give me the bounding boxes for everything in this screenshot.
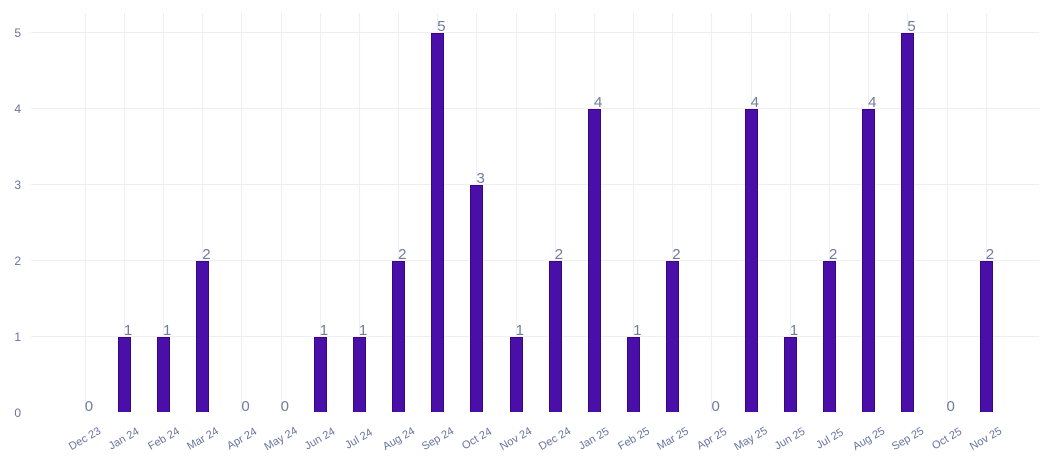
bar-may-25[interactable] (744, 109, 758, 412)
x-tick-label: Mar 24 (184, 424, 221, 453)
grid-line-vertical (554, 13, 556, 412)
bar-value-label: 1 (163, 322, 172, 340)
bar-value-label: 1 (123, 322, 133, 340)
x-tick-label: Oct 25 (929, 425, 965, 452)
bar-feb-24[interactable] (157, 337, 171, 412)
bar-value-label: 5 (907, 18, 916, 36)
bar-value-label: 4 (868, 94, 877, 112)
x-tick-label: Dec 24 (537, 424, 574, 453)
y-tick-label: 1 (14, 330, 21, 344)
grid-line-vertical (280, 13, 282, 412)
x-tick-label: Feb 25 (615, 424, 652, 453)
x-tick-label: Dec 23 (67, 424, 104, 453)
x-tick-label: Jul 24 (343, 425, 376, 452)
bar-jun-24[interactable] (313, 337, 327, 412)
y-tick-label: 3 (14, 178, 21, 192)
x-tick-label: Nov 25 (968, 424, 1005, 453)
grid-line-vertical (84, 13, 86, 412)
grid-line-vertical (829, 13, 830, 412)
x-tick-label: Jan 25 (577, 425, 612, 452)
bar-value-label: 2 (672, 246, 681, 264)
bar-jan-24[interactable] (117, 337, 131, 412)
x-tick-label: Jun 24 (302, 425, 338, 452)
grid-line-vertical (202, 13, 204, 412)
x-tick-label: Aug 25 (850, 424, 887, 453)
grid-line-vertical (358, 13, 360, 412)
bar-value-label: 1 (515, 322, 524, 340)
grid-line-vertical (123, 13, 125, 412)
bar-value-label: 4 (750, 94, 759, 112)
x-tick-label: Feb 24 (145, 424, 182, 453)
grid-line-vertical (515, 13, 517, 412)
x-tick-label: Jan 24 (107, 425, 142, 452)
bar-feb-25[interactable] (627, 337, 641, 412)
x-tick-label: Apr 24 (224, 425, 259, 452)
bar-jun-25[interactable] (783, 337, 797, 412)
grid-line-vertical (398, 13, 400, 412)
bar-value-label: 0 (711, 398, 720, 416)
grid-line-horizontal (31, 260, 1039, 261)
x-tick-label: Oct 24 (459, 425, 494, 452)
bar-mar-24[interactable] (196, 261, 210, 412)
x-tick-label: Aug 24 (380, 424, 417, 453)
x-tick-label: May 25 (732, 424, 770, 453)
bar-value-label: 2 (202, 246, 211, 264)
bar-value-label: 5 (437, 18, 446, 36)
grid-line-vertical (985, 13, 987, 412)
bar-value-label: 3 (476, 170, 485, 188)
bar-sep-24[interactable] (431, 33, 445, 412)
grid-line-vertical (946, 13, 948, 412)
x-tick-label: Nov 24 (498, 424, 535, 453)
bar-value-label: 1 (789, 322, 799, 340)
bar-aug-24[interactable] (392, 261, 406, 412)
bar-nov-25[interactable] (979, 261, 993, 412)
bar-value-label: 1 (358, 322, 368, 340)
bar-value-label: 1 (633, 322, 642, 340)
grid-line-vertical (672, 13, 674, 412)
y-tick-label: 4 (14, 102, 21, 116)
x-tick-label: Jun 25 (773, 425, 808, 452)
x-tick-label: Mar 25 (654, 424, 691, 453)
bar-value-label: 4 (593, 94, 603, 112)
bar-dec-24[interactable] (548, 261, 562, 412)
bar-value-label: 0 (946, 398, 955, 416)
x-tick-label: Jul 25 (813, 425, 846, 452)
bar-jul-25[interactable] (823, 261, 836, 412)
grid-line-vertical (319, 13, 321, 412)
bar-aug-25[interactable] (862, 109, 876, 412)
grid-line-vertical (163, 13, 165, 412)
x-tick-label: May 24 (262, 424, 300, 453)
grid-line-vertical (633, 13, 635, 412)
bar-oct-24[interactable] (470, 185, 484, 412)
bar-jan-25[interactable] (587, 109, 601, 412)
grid-line-horizontal (31, 32, 1039, 33)
grid-line-vertical (789, 13, 791, 412)
y-tick-label: 0 (14, 406, 21, 420)
grid-line-horizontal (31, 108, 1039, 109)
grid-line-vertical (241, 13, 243, 412)
bar-mar-25[interactable] (666, 261, 680, 412)
bar-value-label: 0 (280, 398, 289, 416)
bar-value-label: 2 (985, 246, 995, 264)
bar-value-label: 0 (241, 398, 250, 416)
bar-value-label: 2 (554, 246, 564, 264)
bar-sep-25[interactable] (901, 33, 915, 412)
grid-line-horizontal (31, 184, 1039, 185)
bar-value-label: 2 (398, 246, 407, 264)
bar-value-label: 0 (84, 398, 94, 416)
grid-line-horizontal (31, 336, 1039, 337)
x-tick-label: Apr 25 (694, 425, 730, 452)
bar-value-label: 2 (829, 246, 838, 264)
x-tick-label: Sep 25 (889, 424, 926, 453)
x-tick-label: Sep 24 (419, 424, 456, 453)
grid-line-vertical (711, 13, 713, 412)
bar-jul-24[interactable] (352, 337, 366, 412)
bar-value-label: 1 (319, 322, 329, 340)
y-tick-label: 5 (14, 26, 21, 40)
bar-nov-24[interactable] (509, 337, 523, 412)
y-tick-label: 2 (14, 254, 21, 268)
